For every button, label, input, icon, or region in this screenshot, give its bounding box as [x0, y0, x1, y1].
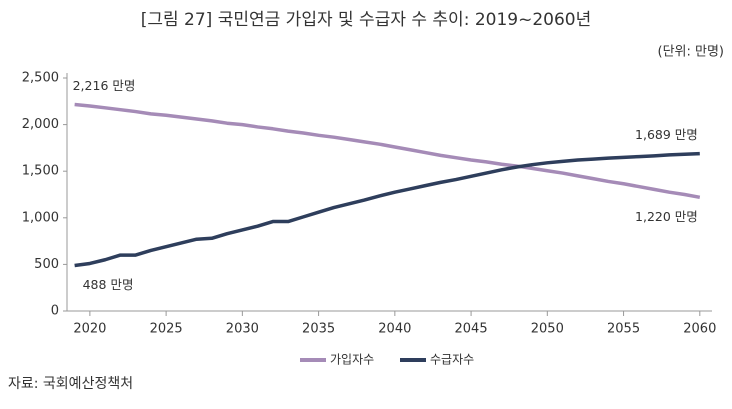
y-tick-label: 0 [51, 304, 59, 319]
x-tick-label: 2035 [302, 322, 335, 337]
y-tick-label: 500 [34, 257, 59, 272]
y-tick-label: 2,000 [22, 117, 59, 132]
x-tick-label: 2040 [378, 322, 411, 337]
legend-label: 수급자수 [430, 353, 474, 367]
unit-label: (단위: 만명) [658, 45, 725, 60]
chart-title: [그림 27] 국민연금 가입자 및 수급자 수 추이: 2019~2060년 [141, 10, 592, 30]
data-label: 2,216 만명 [73, 78, 136, 93]
x-tick-label: 2020 [73, 322, 106, 337]
y-tick-label: 1,500 [22, 164, 59, 179]
data-line [74, 151, 700, 268]
x-tick-label: 2025 [150, 322, 183, 337]
source-note: 자료: 국회예산정책처 [8, 376, 133, 392]
x-tick-label: 2045 [455, 322, 488, 337]
x-tick-label: 2055 [607, 322, 640, 337]
y-tick-label: 2,500 [22, 71, 59, 86]
x-tick-label: 2060 [683, 322, 716, 337]
legend-label: 가입자수 [330, 353, 374, 367]
data-line [74, 102, 701, 200]
data-label: 488 만명 [83, 277, 134, 292]
x-tick-label: 2030 [226, 322, 259, 337]
x-tick-label: 2050 [531, 322, 564, 337]
data-label: 1,220 만명 [635, 209, 698, 224]
data-label: 1,689 만명 [635, 127, 698, 142]
y-tick-label: 1,000 [22, 210, 59, 225]
